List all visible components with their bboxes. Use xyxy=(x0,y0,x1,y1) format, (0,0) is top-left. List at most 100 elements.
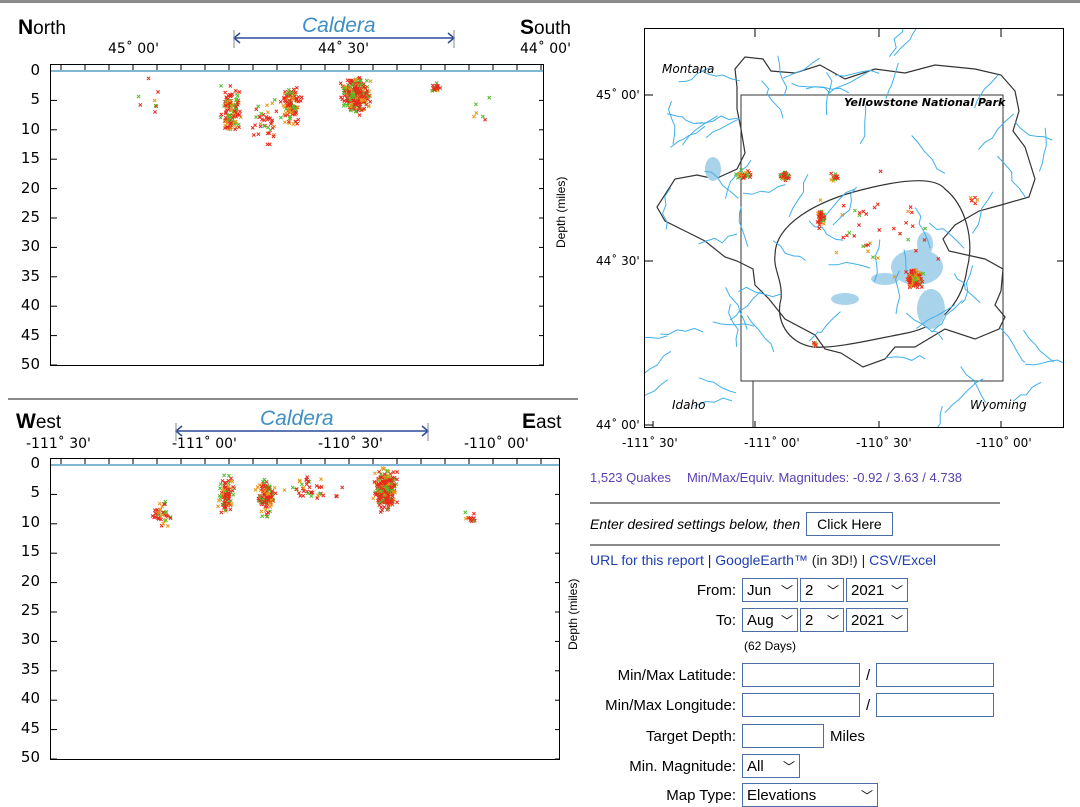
quake-marker xyxy=(224,95,229,100)
to-label: To: xyxy=(715,611,736,629)
map-type-label: Map Type: xyxy=(666,786,736,804)
from-day-select[interactable]: 2 ﹀ xyxy=(800,578,844,602)
from-year-select[interactable]: 2021 ﹀ xyxy=(846,578,908,602)
quake-marker xyxy=(354,102,359,107)
quake-marker xyxy=(382,505,387,510)
max-latitude-input[interactable] xyxy=(876,663,995,687)
min-magnitude-select[interactable]: All ﹀ xyxy=(742,754,800,778)
quake-marker xyxy=(911,268,916,273)
quake-marker xyxy=(268,501,273,506)
quake-marker xyxy=(317,485,322,490)
quake-marker xyxy=(341,86,346,91)
longitude-label: Min/Max Longitude: xyxy=(605,696,736,714)
quake-marker xyxy=(781,172,786,177)
quake-marker xyxy=(908,275,912,280)
slash: / xyxy=(866,696,871,714)
quake-marker xyxy=(262,480,267,485)
quake-marker xyxy=(382,484,387,489)
quake-marker xyxy=(301,489,306,493)
chevron-down-icon: ﹀ xyxy=(826,583,839,598)
quake-marker xyxy=(278,115,283,120)
to-month-select[interactable]: Aug ﹀ xyxy=(742,608,798,632)
quake-marker xyxy=(921,271,926,276)
quake-marker xyxy=(264,479,269,484)
we-depth-tick-label: 10 xyxy=(20,512,40,531)
quake-marker xyxy=(315,496,320,501)
quake-marker xyxy=(232,109,237,114)
quake-marker xyxy=(259,111,264,116)
chevron-down-icon: ﹀ xyxy=(780,583,793,598)
quake-marker xyxy=(913,277,918,282)
quake-marker xyxy=(909,269,914,274)
we-tick-111-00: -111˚ 00' xyxy=(172,436,237,452)
quake-marker xyxy=(355,87,359,91)
quake-marker xyxy=(739,168,744,173)
river xyxy=(961,265,974,304)
quake-marker xyxy=(379,475,384,480)
ns-depth-tick-label: 50 xyxy=(20,355,40,373)
quake-marker xyxy=(342,93,347,98)
quake-marker xyxy=(430,88,435,93)
to-year-select[interactable]: 2021 ﹀ xyxy=(846,608,908,632)
quake-marker xyxy=(390,491,395,496)
quake-marker xyxy=(226,501,231,506)
quake-marker xyxy=(282,96,287,101)
river xyxy=(729,289,763,321)
river xyxy=(859,104,867,145)
quake-marker xyxy=(216,504,221,509)
quake-marker xyxy=(265,117,270,122)
url-report-link[interactable]: URL for this report xyxy=(590,552,704,568)
from-label: From: xyxy=(696,581,736,599)
river xyxy=(911,135,946,174)
we-depth-tick-label: 20 xyxy=(20,571,40,590)
quake-marker xyxy=(372,480,377,484)
quake-marker xyxy=(385,486,390,491)
quake-marker xyxy=(257,483,262,488)
river xyxy=(667,101,676,145)
slash: / xyxy=(866,666,871,684)
top-divider xyxy=(0,0,1080,3)
quake-marker xyxy=(914,248,918,253)
quake-marker xyxy=(870,255,875,260)
csv-excel-link[interactable]: CSV/Excel xyxy=(869,552,937,568)
min-latitude-input[interactable] xyxy=(742,663,860,687)
in3d-text: (in 3D!) xyxy=(807,552,862,568)
click-here-button[interactable]: Click Here xyxy=(806,512,893,536)
quake-marker xyxy=(877,227,882,232)
quake-marker xyxy=(861,244,866,249)
quake-marker xyxy=(356,94,361,99)
quake-marker xyxy=(357,94,362,99)
quake-marker xyxy=(919,284,924,289)
quake-marker xyxy=(160,513,165,518)
quake-marker xyxy=(909,210,914,215)
quake-marker xyxy=(376,481,381,486)
quake-marker xyxy=(270,125,275,130)
quake-marker xyxy=(813,343,818,348)
target-depth-input[interactable] xyxy=(742,724,824,748)
quake-marker xyxy=(278,99,283,104)
quake-marker xyxy=(923,226,928,231)
quake-marker xyxy=(786,173,791,178)
from-month-select[interactable]: Jun ﹀ xyxy=(742,578,798,602)
max-longitude-input[interactable] xyxy=(876,693,995,717)
river xyxy=(809,311,841,342)
min-longitude-input[interactable] xyxy=(742,693,860,717)
river xyxy=(738,286,782,298)
quake-marker xyxy=(218,486,223,491)
quake-marker xyxy=(272,97,277,102)
map-type-select[interactable]: Elevations ﹀ xyxy=(742,783,878,807)
quake-marker xyxy=(366,104,371,109)
form-divider-top xyxy=(590,502,1000,504)
quake-marker xyxy=(395,470,400,474)
quake-marker xyxy=(381,466,386,471)
river xyxy=(999,327,1026,363)
quake-marker xyxy=(259,509,264,514)
quake-marker xyxy=(221,495,226,500)
quake-marker xyxy=(384,480,389,485)
to-day-select[interactable]: 2 ﹀ xyxy=(800,608,844,632)
quake-marker xyxy=(150,513,155,518)
quake-marker xyxy=(283,110,288,115)
caldera-extent-arrow-ns xyxy=(232,30,456,48)
google-earth-link[interactable]: GoogleEarth™ xyxy=(715,552,808,568)
river xyxy=(772,240,806,261)
